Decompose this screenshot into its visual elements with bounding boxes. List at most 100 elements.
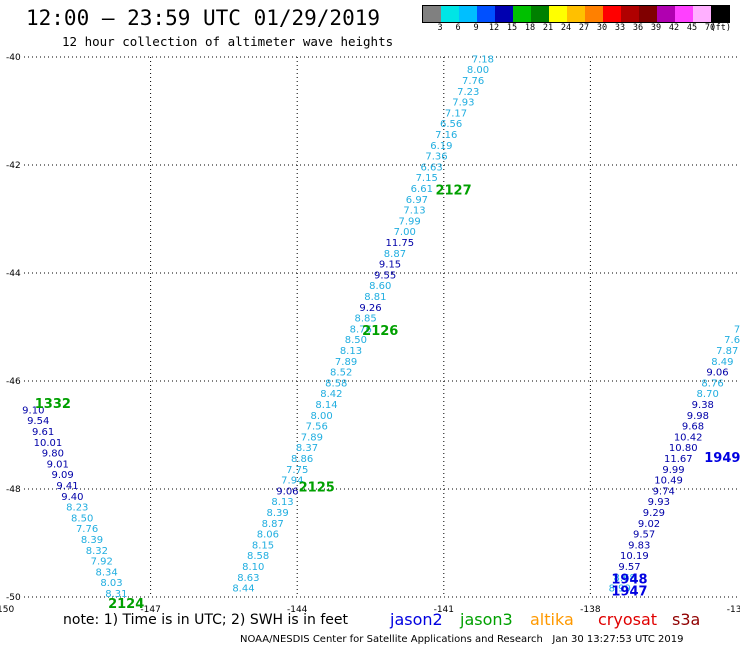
wave-height-value: 6.61 [411,184,433,195]
wave-height-value: 9.61 [32,427,54,438]
legend-label: 6 [455,23,461,33]
legend-label: (ft) [710,23,732,33]
x-tick-label: -135 [727,605,740,615]
wave-height-value: 7.36 [425,152,447,163]
wave-height-value: 7.92 [91,557,113,568]
wave-height-value: 9.93 [648,497,670,508]
wave-height-value: 9.83 [628,540,650,551]
wave-height-value: 8.58 [247,551,269,562]
wave-height-value: 9.57 [633,530,655,541]
data-points: 7.188.007.767.237.937.176.567.166.197.36… [22,54,740,600]
legend-swatch [621,6,639,22]
wave-height-value: 8.31 [105,589,127,600]
wave-height-value: 6.63 [420,162,442,173]
grid-lines [24,56,737,598]
chart-subtitle: 12 hour collection of altimeter wave hei… [62,34,394,49]
legend-label: 3 [437,23,443,33]
legend-swatch [477,6,495,22]
wave-height-value: 8.76 [701,378,723,389]
wave-height-value: 8.68 [613,573,635,584]
legend-label: 18 [524,23,536,33]
wave-height-value: 8.60 [369,281,391,292]
pass-number-label: 1332 [35,397,71,412]
wave-height-value: 9.54 [27,416,49,427]
legend-swatch [513,6,531,22]
satellite-jason2: jason2 [390,610,443,629]
legend-swatch [693,6,711,22]
wave-height-value: 8.76 [350,324,372,335]
y-tick-label: -44 [6,269,21,279]
wave-height-value: 7.18 [472,54,494,65]
legend-swatch [549,6,567,22]
wave-height-value: 8.13 [271,497,293,508]
wave-height-value: 8.99 [609,584,631,595]
x-tick-label: -144 [287,605,308,615]
pass-number-label: 2126 [362,324,398,339]
legend-swatch [531,6,549,22]
wave-height-value: 7.87 [716,346,738,357]
wave-height-value: 9.57 [618,562,640,573]
x-tick-label: -138 [580,605,601,615]
wave-height-value: 7.00 [394,227,416,238]
wave-height-value: 8.87 [262,519,284,530]
pass-number-label: 1949 [704,451,740,466]
wave-height-value: 9.41 [56,481,78,492]
wave-height-value: 8.39 [267,508,289,519]
legend-swatch [423,6,441,22]
wave-height-value: 9.98 [687,411,709,422]
legend-label: 33 [614,23,626,33]
y-tick-label: -40 [6,53,21,63]
legend-swatch [495,6,513,22]
wave-height-value: 8.81 [364,292,386,303]
wave-height-value: 7.17 [445,108,467,119]
wave-height-value: 8.70 [697,389,719,400]
wave-height-value: 7.6 [724,335,740,346]
pass-number-label: 1948 [611,573,647,588]
wave-height-value: 10.19 [620,551,649,562]
wave-height-value: 8.44 [232,584,254,595]
wave-height-value: 8.23 [66,503,88,514]
wave-height-value: 9.80 [42,449,64,460]
legend-label: 39 [650,23,662,33]
wave-height-value: 7.23 [457,87,479,98]
pass-number-label: 2127 [435,184,471,199]
wave-height-value: 8.03 [100,578,122,589]
wave-height-value: 10.49 [654,476,683,487]
legend-label: 21 [542,23,554,33]
legend-swatch [639,6,657,22]
wave-height-value: 7.15 [416,173,438,184]
wave-height-value: 6.56 [440,119,462,130]
wave-height-value: 8.50 [71,513,93,524]
wave-height-value: 8.00 [311,411,333,422]
wave-height-value: 8.39 [81,535,103,546]
legend-swatch [603,6,621,22]
wave-height-value: 7.56 [306,422,328,433]
wave-height-value: 6.97 [406,195,428,206]
wave-height-value: 9.02 [638,519,660,530]
wave-height-value: 7.76 [76,524,98,535]
chart-title: 12:00 – 23:59 UTC 01/29/2019 [26,6,381,30]
wave-height-value: 9.40 [61,492,83,503]
wave-height-value: 7.13 [403,206,425,217]
wave-height-value: 7.75 [286,465,308,476]
wave-height-value: 10.01 [34,438,63,449]
wave-height-value: 8.58 [325,378,347,389]
wave-height-value: 10.80 [669,443,698,454]
legend-swatch [441,6,459,22]
wave-height-value: 9.55 [374,270,396,281]
legend-swatch [585,6,603,22]
x-tick-label: -141 [434,605,454,615]
wave-height-value: 9.06 [276,486,298,497]
wave-height-value: 8.10 [242,562,264,573]
axis-tick-labels: -150 -147 -144 -141 -138 -135 -40 -42 -44 -46 -48 -… [0,53,740,615]
wave-height-value: 7.16 [435,130,457,141]
wave-height-value: 9.01 [47,459,69,470]
wave-height-value: 7.89 [301,432,323,443]
legend-swatch [567,6,585,22]
legend-label: 15 [506,23,518,33]
wave-height-value: 7 [734,324,740,335]
wave-height-value: 9.29 [643,508,665,519]
legend-label: 42 [668,23,680,33]
